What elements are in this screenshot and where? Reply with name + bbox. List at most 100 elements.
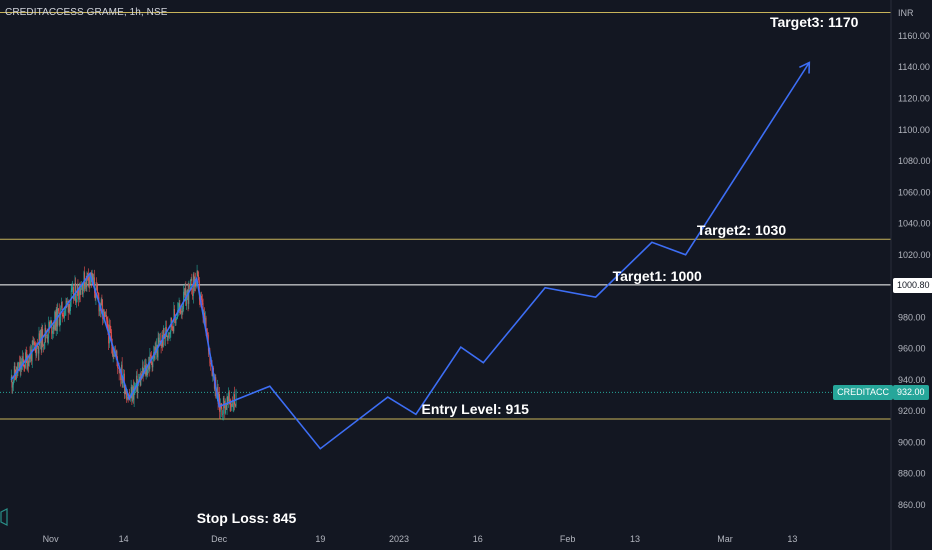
price-tag-1[interactable]: 932.00 bbox=[893, 385, 929, 401]
candle-body-135 bbox=[112, 345, 113, 356]
candle-body-97 bbox=[83, 272, 85, 286]
candle-body-80 bbox=[70, 290, 72, 303]
candle-body-294 bbox=[231, 403, 232, 408]
candle-body-184 bbox=[148, 363, 150, 369]
chart-annotation-2[interactable]: Target1: 1000 bbox=[612, 267, 702, 284]
candle-body-30 bbox=[33, 341, 35, 345]
y-axis-ticks[interactable]: 860.00 880.00 900.00 920.00 940.00 960.00 980.… bbox=[898, 31, 931, 510]
x-tick-label-3: 19 bbox=[315, 534, 325, 544]
candle-body-238 bbox=[189, 283, 190, 287]
candle-body-76 bbox=[67, 301, 69, 313]
candle-body-219 bbox=[174, 316, 176, 324]
candle-body-244 bbox=[193, 274, 195, 287]
candle-body-104 bbox=[88, 280, 90, 285]
candle-body-85 bbox=[74, 283, 76, 294]
candle-body-260 bbox=[205, 317, 207, 332]
candle-body-29 bbox=[32, 340, 34, 345]
candle-body-82 bbox=[72, 286, 74, 289]
candle-body-211 bbox=[168, 332, 170, 334]
candle-body-27 bbox=[31, 349, 32, 362]
candle-body-109 bbox=[92, 273, 94, 283]
candle-body-212 bbox=[169, 331, 171, 334]
tradingview-logo-icon[interactable] bbox=[0, 508, 14, 526]
candle-body-79 bbox=[70, 302, 71, 311]
candle-body-129 bbox=[107, 320, 109, 332]
x-tick-label-8: Mar bbox=[717, 534, 733, 544]
candle-body-6 bbox=[15, 375, 17, 380]
candle-body-101 bbox=[86, 272, 88, 288]
candle-body-47 bbox=[46, 334, 47, 336]
candle-body-5 bbox=[14, 365, 16, 376]
candle-body-178 bbox=[144, 365, 146, 370]
candle-body-127 bbox=[106, 314, 107, 320]
candle-body-100 bbox=[85, 282, 87, 288]
price-tag-0[interactable]: 1000.80 bbox=[893, 277, 932, 293]
candle-body-228 bbox=[181, 310, 183, 313]
candle-body-132 bbox=[109, 324, 111, 333]
candle-body-175 bbox=[141, 366, 143, 379]
chart-annotation-3[interactable]: Entry Level: 915 bbox=[421, 400, 529, 417]
candle-body-152 bbox=[124, 389, 126, 394]
candle-body-64 bbox=[58, 310, 60, 325]
candle-body-92 bbox=[79, 287, 81, 295]
candle-body-20 bbox=[25, 352, 27, 356]
candle-body-171 bbox=[138, 376, 140, 381]
chart-annotation-4[interactable]: Stop Loss: 845 bbox=[196, 510, 297, 527]
y-tick-label-5: 960.00 bbox=[898, 344, 926, 354]
chart-annotation-0[interactable]: Target3: 1170 bbox=[769, 14, 859, 31]
candle-body-133 bbox=[110, 332, 112, 336]
candle-body-153 bbox=[125, 389, 127, 395]
candle-body-103 bbox=[88, 273, 89, 281]
y-tick-label-0: 860.00 bbox=[898, 500, 926, 510]
candle-body-1 bbox=[11, 376, 13, 388]
candle-body-296 bbox=[232, 406, 234, 408]
candle-body-172 bbox=[139, 376, 141, 386]
y-tick-label-4: 940.00 bbox=[898, 375, 926, 385]
y-tick-label-10: 1080.00 bbox=[898, 156, 931, 166]
candle-body-130 bbox=[108, 331, 110, 344]
symbol-price-name-tag[interactable]: CREDITACC bbox=[833, 385, 893, 401]
candle-body-277 bbox=[218, 394, 220, 404]
candle-body-208 bbox=[166, 335, 168, 337]
candle-body-225 bbox=[179, 303, 181, 309]
candle-body-121 bbox=[101, 299, 103, 306]
candle-body-141 bbox=[116, 351, 118, 360]
candle-body-112 bbox=[94, 293, 96, 299]
symbol-title: CREDITACCESS GRAME, 1h, NSE bbox=[5, 7, 168, 18]
candle-body-274 bbox=[216, 396, 217, 398]
candle-body-298 bbox=[234, 394, 235, 405]
candle-body-25 bbox=[29, 353, 31, 359]
candle-body-39 bbox=[40, 329, 41, 344]
candle-body-111 bbox=[94, 277, 95, 294]
candle-body-0 bbox=[10, 376, 12, 380]
candle-body-136 bbox=[112, 354, 114, 356]
candle-body-48 bbox=[46, 334, 48, 339]
candle-body-78 bbox=[69, 304, 71, 311]
candle-body-11 bbox=[19, 362, 20, 371]
candle-body-52 bbox=[49, 322, 51, 328]
projection-path bbox=[10, 61, 811, 450]
candle-body-74 bbox=[66, 301, 68, 302]
candle-body-96 bbox=[82, 285, 84, 295]
candle-body-10 bbox=[18, 362, 20, 368]
candle-body-239 bbox=[189, 280, 191, 287]
candle-body-90 bbox=[78, 295, 80, 300]
candle-body-223 bbox=[177, 308, 179, 310]
x-axis-ticks[interactable]: Nov 14 Dec 19 2023 16 Feb 13 Mar 13 bbox=[43, 534, 798, 544]
candle-body-195 bbox=[156, 344, 158, 358]
candle-body-209 bbox=[167, 335, 169, 338]
candle-body-102 bbox=[87, 272, 89, 274]
candle-body-227 bbox=[180, 310, 182, 314]
candle-body-17 bbox=[23, 360, 25, 368]
candle-body-204 bbox=[163, 328, 165, 336]
candle-body-248 bbox=[196, 270, 198, 279]
candle-body-23 bbox=[28, 360, 29, 367]
candle-body-249 bbox=[197, 270, 199, 276]
y-tick-label-11: 1100.00 bbox=[898, 125, 930, 135]
candle-body-180 bbox=[145, 366, 147, 375]
chart-annotation-1[interactable]: Target2: 1030 bbox=[696, 222, 787, 239]
candle-body-105 bbox=[89, 276, 91, 285]
candle-body-234 bbox=[186, 294, 187, 306]
